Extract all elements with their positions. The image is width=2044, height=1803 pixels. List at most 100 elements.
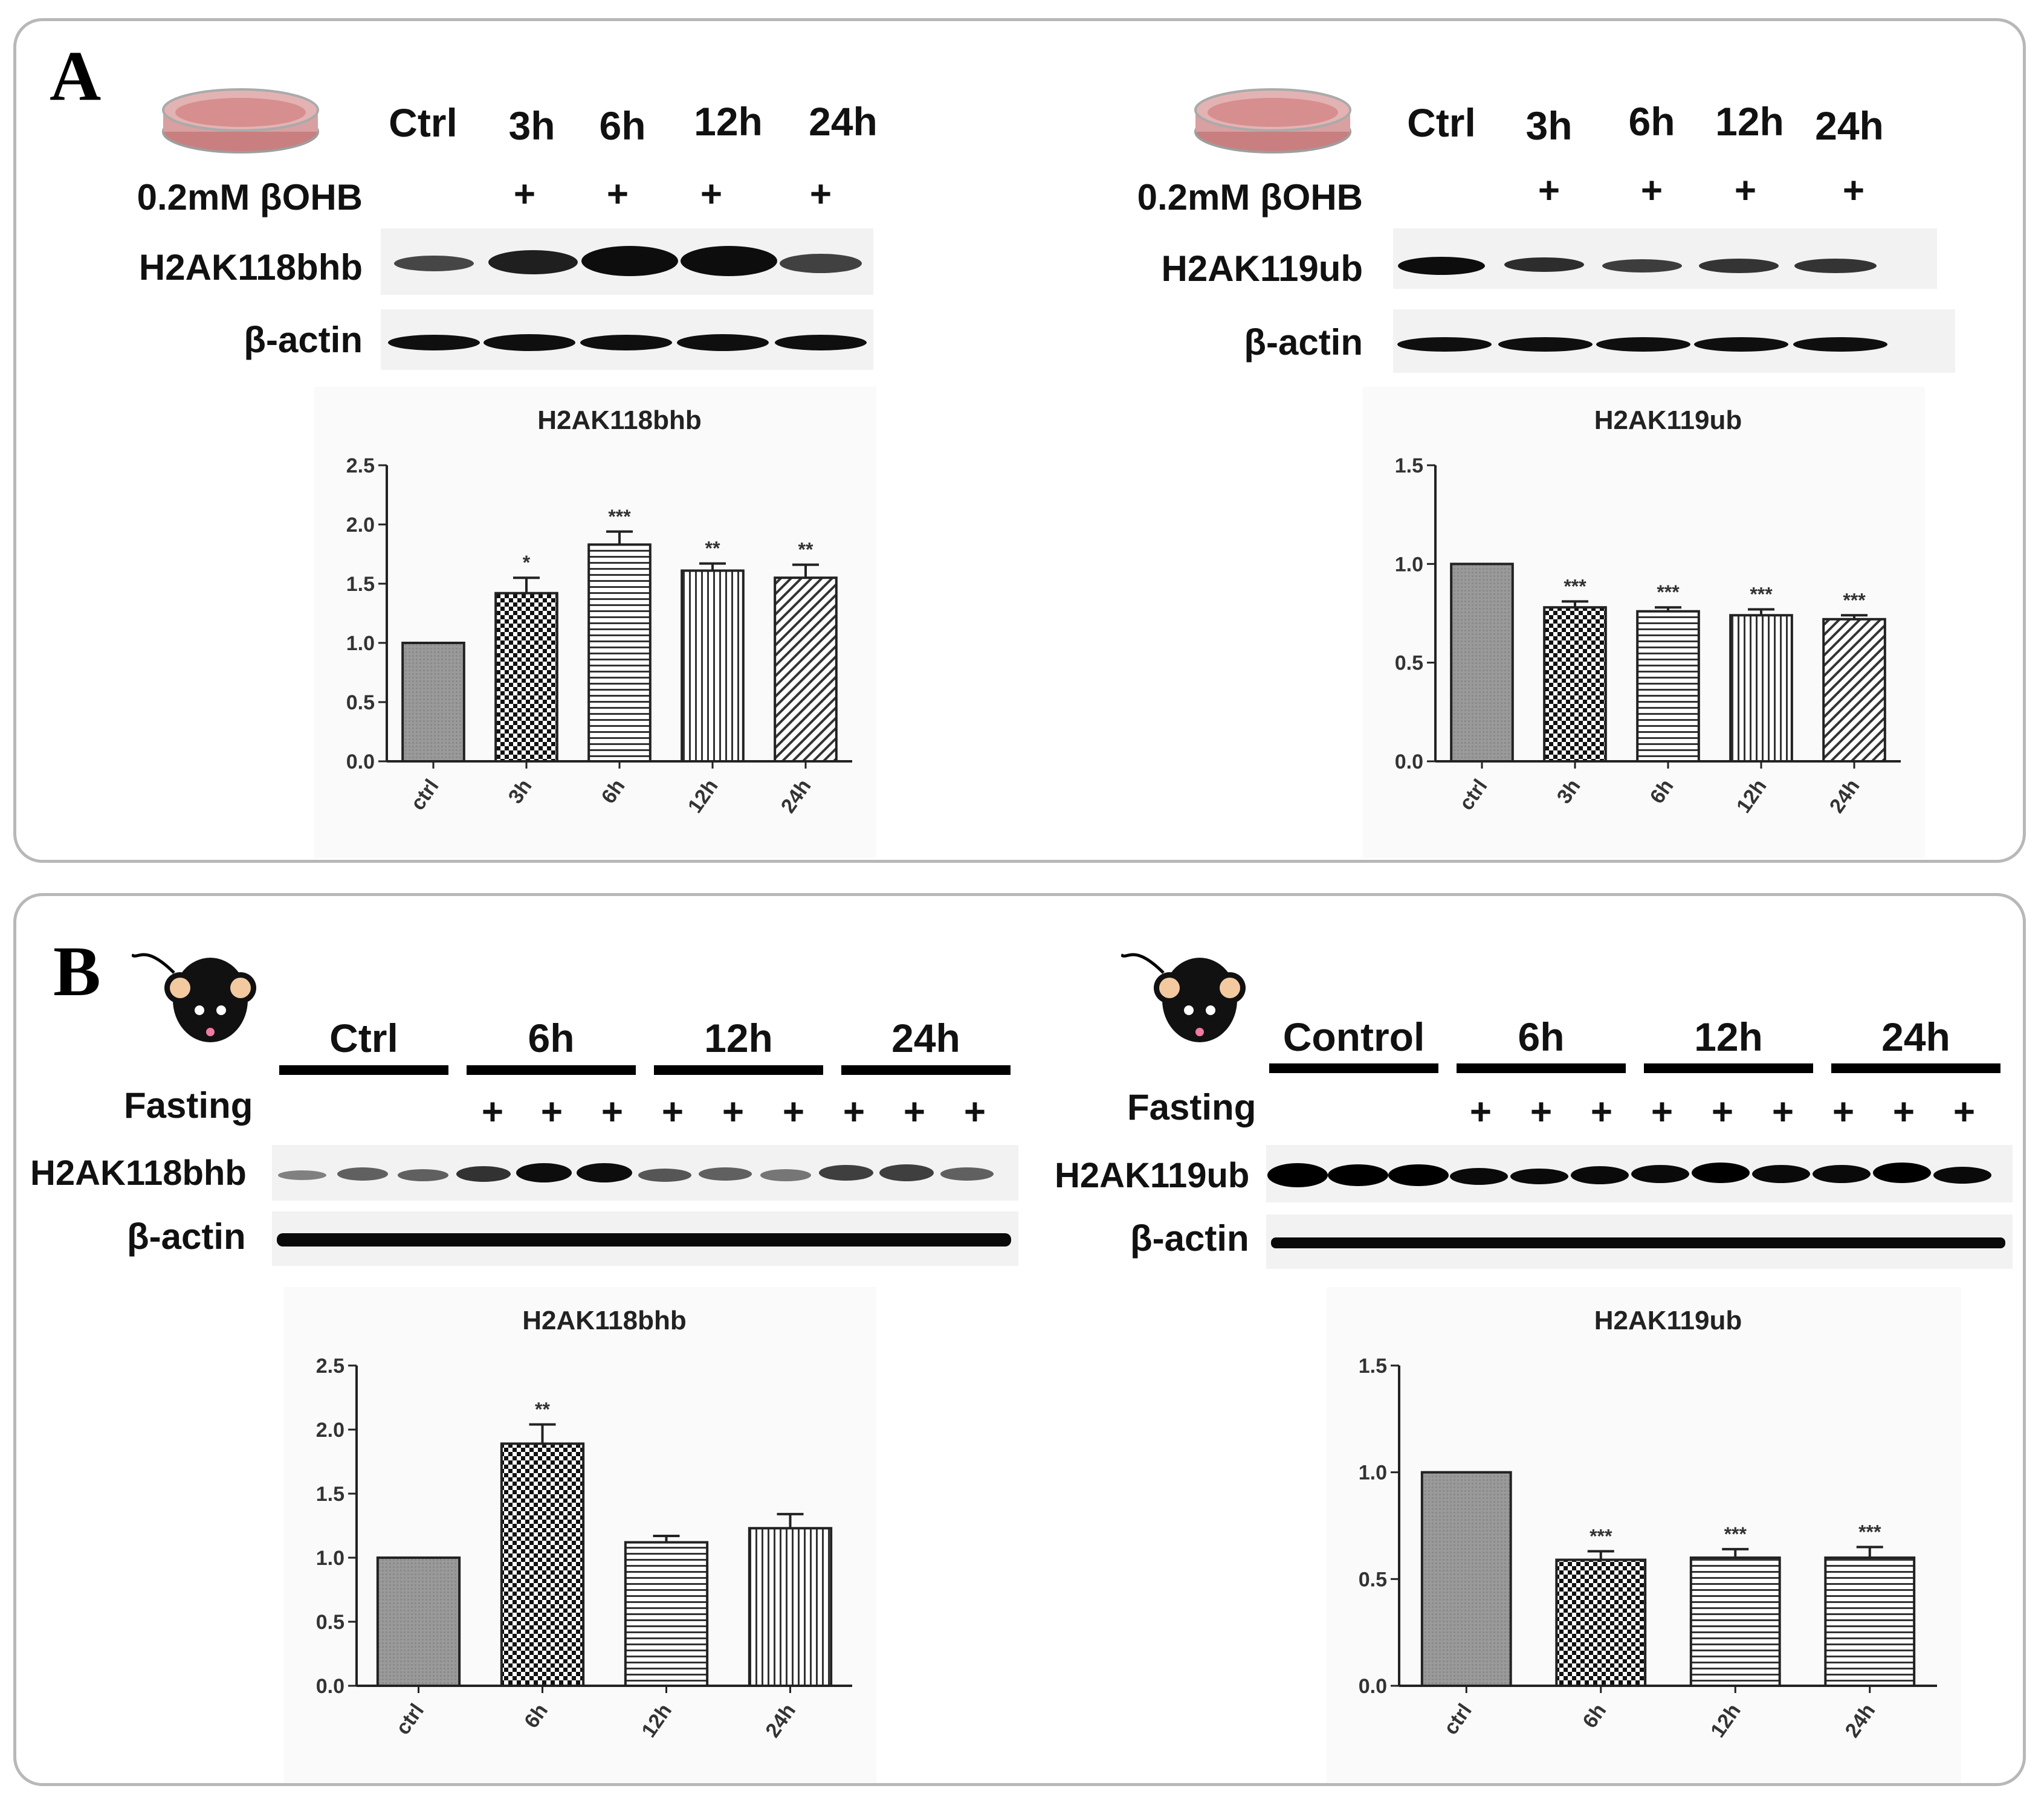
y-tick-label: 0.5 — [346, 691, 375, 714]
y-tick-label: 2.0 — [346, 514, 375, 537]
x-tick-label: ctrl — [392, 1700, 429, 1739]
bar — [774, 576, 838, 763]
y-tick-label: 0.5 — [1359, 1568, 1387, 1591]
bar — [1450, 563, 1514, 763]
treatment-mark: + — [963, 1091, 986, 1133]
treatment-label: 0.2mM βOHB — [137, 177, 363, 218]
group-label: 6h — [1518, 1014, 1565, 1059]
treatment-label: 0.2mM βOHB — [1137, 177, 1363, 218]
treatment-label: Fasting — [124, 1085, 253, 1126]
blot-label: H2AK118bhb — [138, 247, 363, 288]
group-divider — [654, 1065, 823, 1075]
lane-label: Ctrl — [1407, 100, 1476, 145]
group-divider — [1269, 1063, 1438, 1073]
group-label: 24h — [1881, 1014, 1950, 1059]
bar — [500, 1442, 585, 1687]
x-tick-label: 3h — [504, 775, 537, 808]
lane-label: 24h — [1815, 103, 1884, 148]
x-tick-label: 6h — [1578, 1700, 1611, 1732]
group-divider — [1644, 1063, 1813, 1073]
bar-chart: H2AK119ub 0.0 0.5 1.0 1.5 ctrl *** 3h *** 6h *** 12… — [1363, 387, 1925, 858]
significance-label: * — [523, 552, 531, 573]
treatment-mark: + — [722, 1091, 745, 1133]
lane-label: 6h — [1628, 99, 1675, 144]
group-label: 12h — [1694, 1014, 1763, 1059]
blot-label: H2AK119ub — [1161, 248, 1363, 289]
group-divider — [1831, 1063, 2000, 1073]
bar — [1636, 610, 1700, 763]
y-tick-label: 0.0 — [346, 750, 375, 773]
treatment-mark: + — [1842, 170, 1865, 211]
y-tick-label: 1.5 — [346, 573, 375, 596]
x-tick-label: 3h — [1553, 775, 1585, 808]
significance-label: ** — [798, 539, 813, 561]
treatment-mark: + — [481, 1091, 504, 1133]
chart-title: H2AK119ub — [1594, 1306, 1742, 1335]
group-divider — [467, 1065, 636, 1075]
significance-label: *** — [1750, 583, 1773, 605]
bar-chart: H2AK118bhb 0.0 0.5 1.0 1.5 2.0 2.5 ctrl ** 6h 12h 2… — [284, 1287, 876, 1782]
x-tick-label: 24h — [1841, 1700, 1880, 1742]
treatment-mark: + — [540, 1091, 563, 1133]
treatment-mark: + — [1711, 1091, 1734, 1133]
loading-control-blot-image — [1266, 1214, 2013, 1269]
treatment-mark: + — [809, 173, 832, 215]
treatment-mark: + — [1530, 1091, 1553, 1133]
bar-chart: H2AK119ub 0.0 0.5 1.0 1.5 ctrl *** 6h *** 12h *** 2… — [1327, 1287, 1961, 1782]
western-blot-image — [1266, 1145, 2013, 1202]
bar — [376, 1556, 461, 1687]
group-label: 24h — [891, 1016, 960, 1060]
group-label: 12h — [704, 1016, 773, 1060]
x-tick-label: 6h — [520, 1700, 552, 1732]
treatment-mark: + — [1832, 1091, 1855, 1133]
x-tick-label: ctrl — [1455, 775, 1492, 814]
treatment-mark: + — [1734, 170, 1757, 211]
treatment-mark: + — [1538, 170, 1560, 211]
loading-control-label: β-actin — [244, 320, 363, 360]
chart-title: H2AK118bhb — [522, 1306, 686, 1335]
y-tick-label: 1.5 — [316, 1483, 344, 1506]
group-divider — [1457, 1063, 1626, 1073]
y-tick-label: 2.0 — [316, 1419, 344, 1442]
treatment-mark: + — [1590, 1091, 1613, 1133]
bar — [1824, 1556, 1916, 1687]
treatment-mark: + — [782, 1091, 805, 1133]
group-label: Ctrl — [329, 1016, 398, 1060]
blot-label: H2AK118bhb — [30, 1153, 247, 1193]
x-tick-label: 24h — [777, 775, 816, 818]
y-tick-label: 0.0 — [316, 1675, 344, 1698]
significance-label: *** — [1657, 581, 1680, 603]
y-tick-label: 2.5 — [316, 1355, 344, 1378]
western-blot-image — [1393, 228, 1937, 289]
group-divider — [841, 1065, 1011, 1075]
treatment-mark: + — [1469, 1091, 1492, 1133]
chart-title: H2AK118bhb — [537, 405, 701, 435]
treatment-mark: + — [601, 1091, 624, 1133]
lane-label: 12h — [1715, 99, 1784, 144]
x-tick-label: ctrl — [406, 775, 443, 814]
lane-label: 6h — [599, 103, 646, 148]
lane-label: 3h — [1525, 103, 1573, 148]
treatment-mark: + — [513, 173, 536, 215]
group-label: 6h — [528, 1016, 575, 1060]
loading-control-blot-image — [1393, 309, 1955, 373]
cell-dish-icon — [1188, 79, 1357, 160]
treatment-mark: + — [1953, 1091, 1976, 1133]
significance-label: *** — [1858, 1521, 1881, 1543]
panel-a-letter: A — [50, 36, 102, 115]
blot-label: H2AK119ub — [1055, 1156, 1250, 1195]
significance-label: *** — [1843, 589, 1866, 611]
mouse-icon — [1120, 931, 1254, 1054]
lane-label: 24h — [809, 99, 878, 144]
y-tick-label: 0.5 — [316, 1611, 344, 1634]
bar-chart: H2AK118bhb 0.0 0.5 1.0 1.5 2.0 2.5 ctrl * 3h *** 6h… — [314, 387, 876, 858]
group-divider — [279, 1065, 448, 1075]
y-tick-label: 1.0 — [316, 1547, 344, 1570]
x-tick-label: 6h — [1646, 775, 1678, 808]
y-tick-label: 1.0 — [1359, 1462, 1387, 1485]
x-tick-label: 12h — [1732, 775, 1771, 818]
western-blot-image — [272, 1145, 1018, 1201]
bar — [401, 642, 465, 763]
treatment-mark: + — [903, 1091, 926, 1133]
bar — [748, 1527, 833, 1687]
